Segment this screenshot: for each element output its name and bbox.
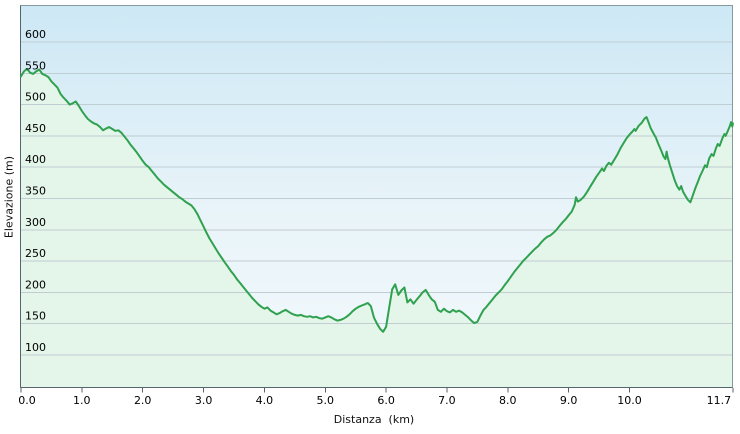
y-tick-label: 350 bbox=[25, 185, 46, 198]
x-axis-title: Distanza (km) bbox=[333, 413, 415, 426]
y-tick-label: 550 bbox=[25, 59, 46, 72]
x-tick-label: 0.0 bbox=[18, 394, 36, 407]
x-tick-label: 8.0 bbox=[499, 394, 517, 407]
y-tick-label: 500 bbox=[25, 91, 46, 104]
x-tick-label: 1.0 bbox=[73, 394, 91, 407]
y-tick-label: 250 bbox=[25, 247, 46, 260]
x-tick-label: 7.0 bbox=[438, 394, 456, 407]
plot-border bbox=[20, 5, 733, 388]
y-tick-label: 600 bbox=[25, 28, 46, 41]
x-tick-label: 6.0 bbox=[377, 394, 395, 407]
x-tick-label: 9.0 bbox=[560, 394, 578, 407]
y-tick-labels: 600 550 500 450 400 350 300 250 200 150 100 bbox=[25, 28, 46, 354]
y-tick-label: 200 bbox=[25, 278, 46, 291]
x-tick-label: 4.0 bbox=[256, 394, 274, 407]
x-tick-label: 11.7 bbox=[707, 394, 732, 407]
elevation-area bbox=[21, 68, 733, 388]
x-tick-label: 10.0 bbox=[617, 394, 642, 407]
x-tick-label: 2.0 bbox=[134, 394, 152, 407]
x-tick-label: 5.0 bbox=[317, 394, 335, 407]
elevation-line bbox=[20, 67, 734, 333]
x-tick-label: 3.0 bbox=[195, 394, 213, 407]
y-tick-label: 450 bbox=[25, 122, 46, 135]
y-tick-label: 300 bbox=[25, 216, 46, 229]
y-axis-title: Elevazione (m) bbox=[2, 155, 16, 239]
x-ticks: 0.0 1.0 2.0 3.0 4.0 5.0 6.0 7.0 8.0 9.0 10.0 11.7 bbox=[18, 388, 734, 407]
y-tick-label: 100 bbox=[25, 341, 46, 354]
y-tick-label: 400 bbox=[25, 153, 46, 166]
y-tick-label: 150 bbox=[25, 310, 46, 323]
gridlines bbox=[20, 41, 733, 356]
